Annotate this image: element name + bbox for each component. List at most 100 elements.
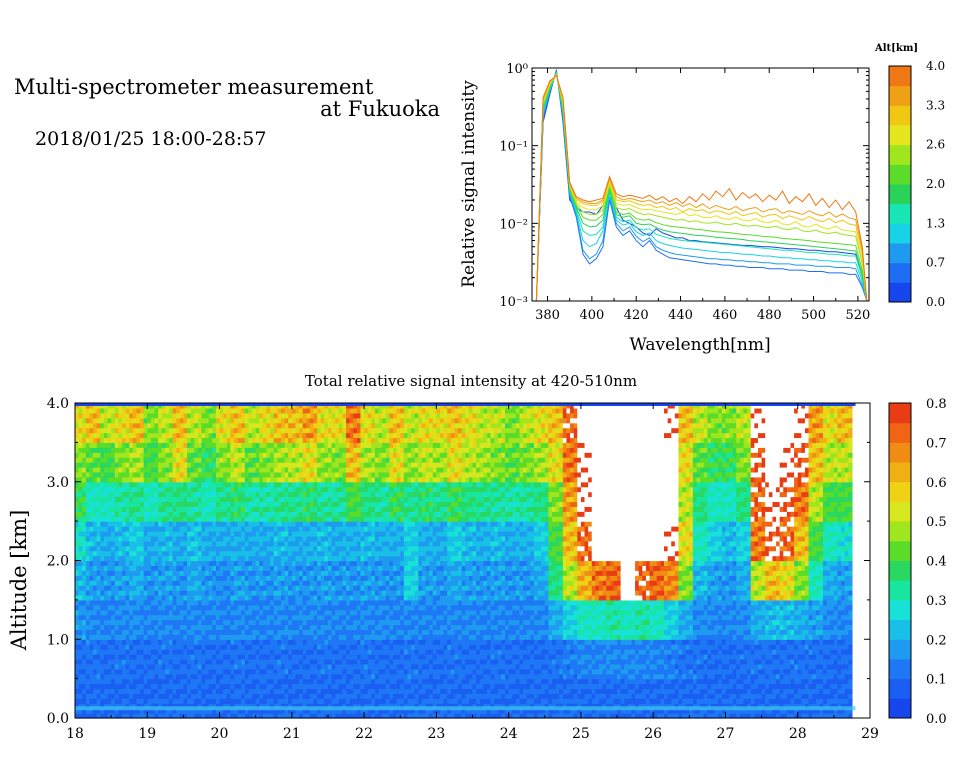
heatmap-cell [317,658,322,665]
heatmap-cell [627,629,633,635]
heatmap-cell [848,678,853,685]
heatmap-cell [833,708,839,714]
heatmap-cell [580,683,586,690]
heatmap-cell [284,654,289,660]
heatmap-cell [638,703,643,709]
heatmap-cell [689,698,694,704]
heatmap-cell [266,658,271,665]
heatmap-cell [349,604,354,611]
heatmap-cell [598,599,604,606]
heatmap-cell [215,629,221,635]
heatmap-cell [100,708,105,714]
heatmap-cell [678,688,683,694]
heatmap-cell [707,663,712,670]
heatmap-cell [794,639,799,645]
heatmap-cell [385,688,390,694]
heatmap-cell [414,649,419,655]
heatmap-cell [765,673,770,680]
heatmap-cell [635,673,640,680]
heatmap-cell [786,639,792,645]
heatmap-cell [486,693,492,699]
heatmap-cell [692,703,698,709]
heatmap-cell [450,609,456,616]
heatmap-cell [707,688,712,694]
heatmap-cell [154,698,159,704]
heatmap-cell [537,708,542,714]
heatmap-cell [331,693,336,699]
heatmap-cell [649,619,654,626]
heatmap-cell [407,619,412,626]
heatmap-cell [689,708,694,714]
heatmap-cell [89,688,94,694]
heatmap-cell [696,654,701,660]
heatmap-cell [739,654,745,660]
heatmap-cell [468,634,474,640]
heatmap-cell [566,693,571,699]
heatmap-cell [754,644,759,650]
heatmap-cell [118,634,123,640]
heatmap-cell [776,698,781,704]
heatmap-cell [346,599,351,606]
heatmap-cell [808,708,813,714]
heatmap-cell [382,614,387,621]
heatmap-cell [385,619,390,626]
heatmap-cell [823,693,828,699]
heatmap-cell [378,668,383,675]
heatmap-cell [848,688,853,694]
heatmap-cell [270,644,275,650]
heatmap-cell [461,678,466,685]
heatmap-cell [432,698,437,704]
heatmap-cell [255,708,260,714]
heatmap-cell [479,678,484,685]
heatmap-cell [208,663,213,670]
heatmap-cell [512,713,517,719]
heatmap-cell [729,663,734,670]
heatmap-cell [396,599,401,606]
heatmap-cell [158,614,163,621]
heatmap-cell [302,629,307,635]
heatmap-cell [823,688,828,694]
heatmap-cell [215,658,221,665]
heatmap-cell [595,688,600,694]
heatmap-cell [309,609,315,616]
heatmap-cell [262,708,268,714]
heatmap-cell [685,609,690,616]
heatmap-cell [678,693,683,699]
heatmap-cell [447,688,452,694]
heatmap-cell [291,713,297,719]
heatmap-cell [523,668,528,675]
heatmap-cell [711,624,716,630]
heatmap-cell [750,644,755,650]
heatmap-cell [566,654,571,660]
heatmap-cell [85,668,91,675]
heatmap-cell [580,634,586,640]
heatmap-cell [338,668,344,675]
heatmap-cell [819,678,824,685]
heatmap-cell [794,693,799,699]
heatmap-cell [327,624,333,630]
heatmap-cell [306,693,311,699]
altitude-colorbar-swatch [889,105,911,126]
heatmap-cell [208,619,213,626]
heatmap-cell [439,634,445,640]
heatmap-cell [570,604,575,611]
heatmap-cell [82,668,87,675]
heatmap-cell [526,688,531,694]
heatmap-cell [598,703,604,709]
heatmap-cell [378,673,383,680]
heatmap-cell [671,658,676,665]
heatmap-cell [147,673,152,680]
heatmap-cell [295,604,300,611]
heatmap-cell [230,678,235,685]
heatmap-cell [262,673,268,680]
heatmap-cell [682,639,687,645]
heatmap-cell [844,698,849,704]
heatmap-cell [252,703,257,709]
heatmap-cell [627,639,633,645]
heatmap-cell [559,624,564,630]
heatmap-cell [711,698,716,704]
heatmap-cell [168,673,174,680]
heatmap-cell [158,708,163,714]
heatmap-cell [580,663,586,670]
heatmap-cell [523,698,528,704]
